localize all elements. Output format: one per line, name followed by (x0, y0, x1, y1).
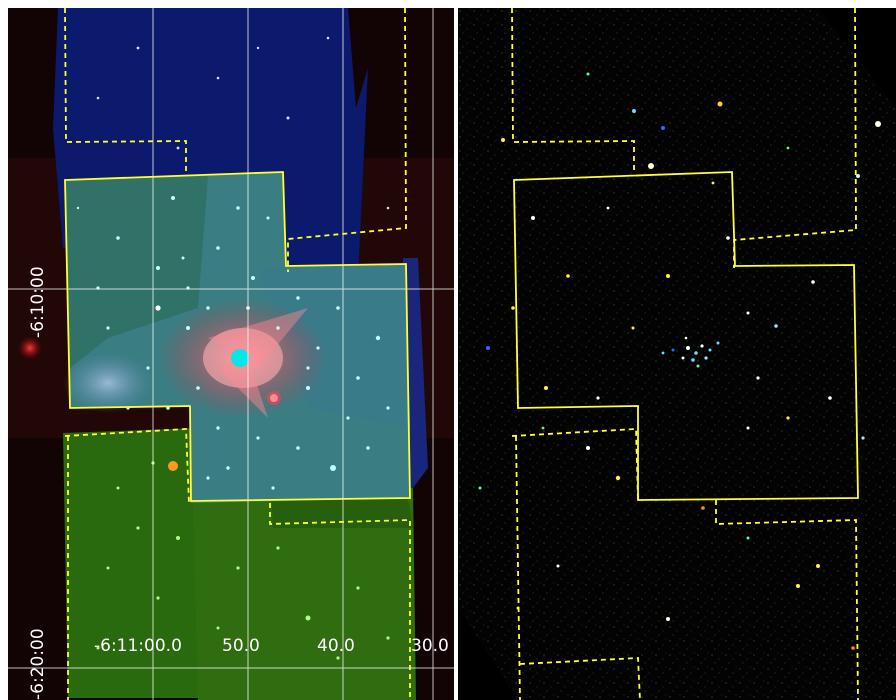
lower-dashed-footprint (64, 428, 190, 504)
central-solid-footprint (64, 171, 411, 502)
dec-label-1: -6:10:00 (28, 266, 48, 338)
right-xray-image (458, 8, 896, 700)
central-solid-footprint-right (513, 171, 859, 501)
bright-central-source (231, 349, 249, 367)
right-xray-image-panel (458, 8, 896, 700)
red-source (18, 336, 42, 360)
star-field-left (96, 196, 390, 490)
central-cluster (661, 336, 720, 368)
bluish-nebulosity (63, 353, 153, 413)
background-noise (458, 8, 896, 700)
ra-label-2: 50.0 (222, 636, 260, 656)
orange-source (168, 461, 178, 471)
ra-label-1: -6:11:00.0 (94, 636, 182, 656)
point-sources (478, 72, 881, 650)
ra-label-3: 40.0 (317, 636, 355, 656)
dec-label-2: -6:20:00 (28, 628, 48, 700)
left-composite-image-panel: -6:11:00.0 50.0 40.0 30.0 -6:10:00 -6:20… (8, 8, 454, 700)
green-layer (63, 428, 208, 698)
coordinate-grid (8, 8, 454, 700)
upper-dashed-footprint (64, 8, 187, 172)
footprint-outlines (64, 8, 411, 700)
left-composite-image (8, 8, 454, 700)
ra-label-4: 30.0 (411, 636, 449, 656)
footprint-outlines-right (511, 8, 859, 700)
